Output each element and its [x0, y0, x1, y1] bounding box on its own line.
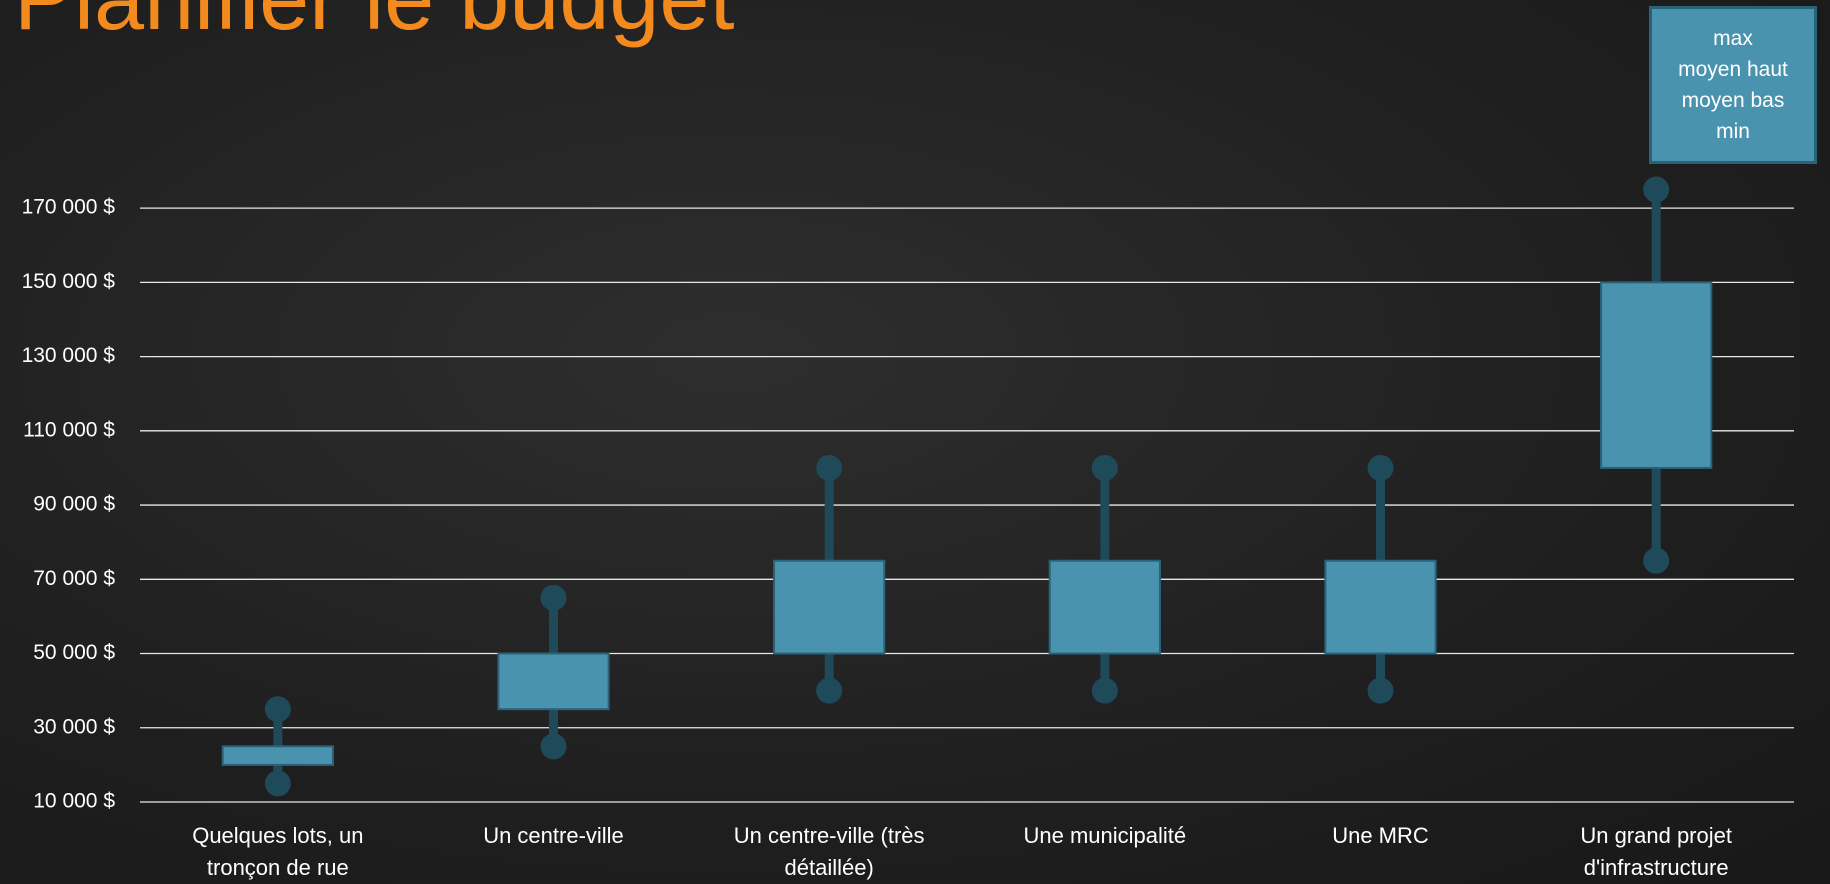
y-tick-label: 70 000 $ — [33, 567, 115, 590]
y-tick-label: 110 000 $ — [23, 418, 115, 441]
max-point — [540, 584, 567, 611]
box — [221, 745, 334, 766]
x-tick-label: Un grand projet d'infrastructure — [1580, 823, 1732, 880]
y-tick-label: 50 000 $ — [33, 641, 115, 664]
x-tick-label: Un centre-ville — [483, 823, 624, 848]
max-point — [816, 454, 843, 481]
min-point — [1091, 677, 1118, 704]
y-tick-label: 10 000 $ — [33, 790, 115, 813]
min-point — [264, 770, 291, 797]
y-tick-label: 170 000 $ — [22, 196, 116, 219]
min-point — [540, 733, 567, 760]
x-tick-label: Une MRC — [1332, 823, 1429, 848]
y-tick-label: 150 000 $ — [22, 270, 116, 293]
legend: max moyen haut moyen bas min — [1649, 6, 1817, 164]
legend-entry: moyen bas — [1681, 89, 1785, 112]
box — [773, 559, 886, 655]
max-point — [1367, 454, 1394, 481]
box — [497, 652, 610, 711]
x-tick-label: Un centre-ville (très détaillée) — [733, 823, 925, 880]
x-tick-label: Une municipalité — [1023, 823, 1187, 848]
chart-title: Planifier le budget — [14, 0, 734, 51]
box — [1048, 559, 1161, 655]
legend-entry: min — [1716, 120, 1750, 143]
y-tick-label: 30 000 $ — [33, 715, 115, 738]
box — [1324, 559, 1437, 655]
legend-entry: moyen haut — [1678, 58, 1788, 81]
min-point — [816, 677, 843, 704]
max-point — [264, 696, 291, 723]
max-point — [1643, 176, 1670, 203]
y-tick-label: 90 000 $ — [33, 493, 115, 516]
legend-entry: max — [1713, 27, 1753, 50]
min-point — [1643, 547, 1670, 574]
y-tick-label: 130 000 $ — [22, 344, 116, 367]
box — [1600, 281, 1713, 469]
min-point — [1367, 677, 1394, 704]
max-point — [1091, 454, 1118, 481]
x-tick-label: Quelques lots, un tronçon de rue — [192, 823, 364, 880]
